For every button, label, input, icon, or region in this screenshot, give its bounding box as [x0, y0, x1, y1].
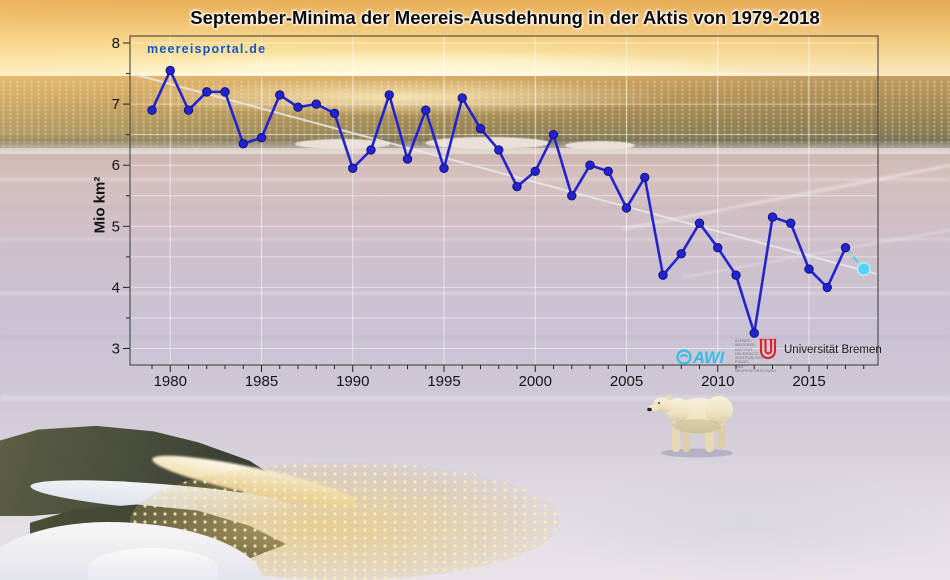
photo-sun-reflection [120, 78, 680, 116]
data-point [713, 242, 723, 253]
data-point [348, 163, 358, 173]
data-point [366, 145, 376, 155]
data-point [256, 133, 267, 143]
x-tick-label: 2015 [792, 373, 825, 390]
photo-snow-shading [540, 468, 950, 580]
data-point [822, 282, 832, 293]
bear-belly-shading [673, 419, 721, 433]
uni-bremen-logo: Universität Bremen [757, 337, 882, 362]
data-point [329, 108, 340, 118]
data-point [548, 129, 559, 140]
y-tick-label: 4 [112, 279, 120, 296]
data-point [147, 105, 157, 115]
x-tick-label: 1990 [336, 373, 369, 390]
plot-border [129, 35, 879, 366]
awi-institute-text: ALFRED-WEGENER-INSTITUT HELMHOLTZ-ZENTRU… [735, 339, 777, 374]
uni-bremen-u-icon [759, 338, 777, 360]
y-axis-label: Mio km² [91, 176, 109, 234]
series-line [150, 69, 847, 335]
awi-wordmark: AWI [692, 349, 725, 366]
data-point [694, 218, 705, 228]
x-tick-label: 2000 [519, 373, 552, 390]
data-point [220, 87, 230, 97]
data-point [676, 249, 686, 259]
polar-bear [647, 394, 733, 458]
data-point [439, 163, 449, 173]
bear-leg [717, 422, 725, 449]
bear-nose [647, 407, 652, 412]
photo-snow-streak [0, 207, 950, 209]
awi-institute-line: ALFRED-WEGENER-INSTITUT [735, 339, 757, 352]
x-tick-label: 1980 [154, 373, 187, 390]
data-point [202, 87, 212, 97]
data-point [621, 203, 632, 213]
photo-ice-floe [425, 137, 550, 149]
data-point [421, 105, 431, 115]
data-point [494, 145, 504, 155]
photo-ice-floe [295, 139, 390, 149]
awi-logo: AWI ALFRED-WEGENER-INSTITUT HELMHOLTZ-ZE… [676, 339, 777, 374]
data-point [786, 218, 796, 228]
bear-rump [705, 396, 733, 424]
x-tick-label: 1995 [427, 373, 460, 390]
data-point [165, 65, 175, 76]
data-point [183, 105, 194, 115]
data-point [585, 160, 595, 170]
photo-snow-streak [0, 396, 950, 400]
data-point [567, 191, 577, 201]
trend-line [133, 73, 877, 275]
bear-ear [666, 394, 672, 401]
data-point [402, 154, 413, 164]
bear-leg [672, 424, 680, 452]
data-point [804, 264, 814, 274]
y-tick-label: 7 [112, 96, 120, 113]
photo-snow-streak [0, 238, 950, 241]
photo-snow-mound [88, 548, 218, 580]
photo-snow-streak [0, 336, 950, 339]
forecast-point [856, 262, 871, 277]
awi-wave-icon: AWI [676, 349, 725, 366]
data-point [293, 102, 303, 112]
data-point [658, 270, 668, 280]
y-tick-label: 8 [112, 35, 120, 52]
x-tick-label: 2005 [610, 373, 643, 390]
awi-institute-line: HELMHOLTZ-ZENTRUM FUR POLAR- [735, 351, 764, 365]
data-point [475, 123, 486, 134]
data-point [603, 166, 613, 177]
data-point [749, 328, 759, 338]
y-tick-label: 3 [112, 341, 120, 358]
data-point [512, 181, 522, 192]
data-point [767, 212, 778, 222]
data-point [840, 242, 851, 253]
x-tick-label: 2010 [701, 373, 734, 390]
data-point [530, 166, 540, 177]
data-point [457, 93, 467, 103]
photo-snow-streak [0, 178, 950, 181]
photo-snow-streak [0, 292, 950, 295]
data-point [311, 99, 321, 109]
data-point [640, 172, 650, 183]
chart-title: September-Minima der Meereis-Ausdehnung … [190, 7, 820, 28]
data-point [731, 270, 741, 280]
data-point [384, 90, 394, 100]
x-tick-label: 1985 [245, 373, 278, 390]
bear-eye [658, 402, 660, 404]
data-point [275, 90, 285, 100]
data-point [238, 139, 248, 149]
uni-bremen-label: Universität Bremen [784, 343, 882, 356]
awi-institute-line: UND MEERESFORSCHUNG [735, 364, 777, 374]
y-tick-label: 6 [112, 157, 120, 174]
photo-ice-floe [565, 141, 635, 150]
y-tick-label: 5 [112, 218, 120, 235]
watermark-meereisportal: meereisportal.de [147, 42, 267, 56]
